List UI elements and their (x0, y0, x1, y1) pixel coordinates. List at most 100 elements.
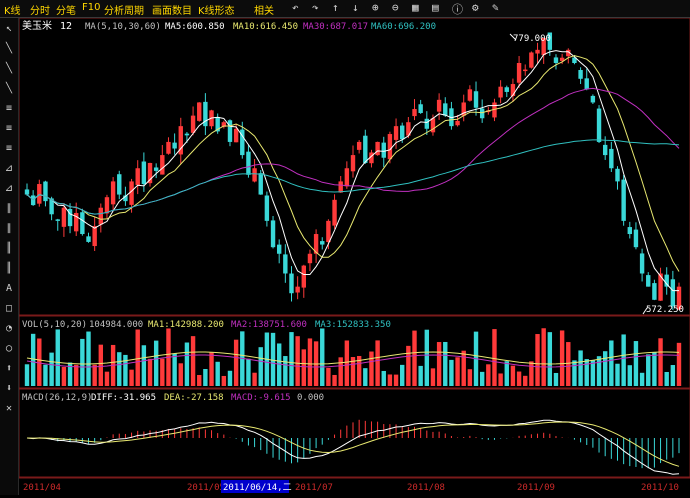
vol-label: VOL(5,10,20) (22, 320, 87, 330)
volume-bar (590, 360, 596, 386)
candle-body (332, 199, 337, 226)
candle-body (443, 103, 448, 116)
fibonacci-tool-icon[interactable]: ≡ (5, 123, 13, 134)
volume-bar (49, 352, 54, 386)
vol-ma2: MA2:138751.600 (231, 320, 307, 330)
volume-bar (350, 357, 356, 386)
date-label-4: 2011/08 (407, 483, 445, 493)
line-tool-icon[interactable]: ╲ (5, 43, 13, 54)
volume-bar (320, 328, 325, 386)
volume-bar (621, 334, 626, 386)
tab-ticks[interactable]: 分笔 (56, 6, 76, 17)
macd-signal-line (26, 421, 680, 467)
candle-body (264, 195, 270, 221)
vol-ma1: MA1:142988.200 (148, 320, 224, 330)
volume-bar (43, 364, 48, 386)
volume-bar (24, 364, 30, 386)
volume-bar (443, 341, 448, 386)
candle-body (535, 49, 540, 54)
candle-body (276, 244, 282, 254)
volume-bar (584, 359, 589, 386)
ellipse-tool-icon[interactable]: ◯ (5, 343, 13, 354)
candle-body (233, 128, 239, 143)
tab-layout[interactable]: 画面数目 (152, 6, 192, 17)
volume-bar (639, 372, 645, 386)
volume-bar (356, 355, 362, 386)
candle-body (129, 181, 134, 205)
volume-bar (461, 350, 466, 386)
candle-body (172, 142, 177, 149)
candle-body (98, 207, 104, 225)
candle-body (473, 91, 479, 108)
delete-tool-icon[interactable]: ✕ (5, 403, 13, 414)
candle-body (590, 95, 596, 103)
volume-bar (160, 358, 165, 386)
tab-related[interactable]: 相关 (254, 6, 274, 17)
fan-tool-icon[interactable]: ⊿ (4, 163, 14, 174)
arc-tool-icon[interactable]: ◔ (5, 323, 13, 334)
volume-bar (363, 368, 368, 386)
volume-bar (523, 375, 528, 386)
chart-icon[interactable]: ▤ (432, 1, 439, 14)
candle-body (80, 212, 85, 235)
volume-bar (135, 329, 140, 386)
vol-ma3: MA3:152833.350 (315, 320, 391, 330)
ray-tool-icon[interactable]: ╲ (5, 63, 13, 74)
gann-tool-icon[interactable]: ⊿ (4, 183, 14, 194)
text-tool-icon[interactable]: A (5, 283, 13, 294)
candle-body (178, 126, 183, 155)
volume-bar (627, 365, 632, 386)
arrow-up-icon[interactable]: ↑ (332, 1, 339, 14)
channel-tool-icon[interactable]: ≡ (5, 103, 13, 114)
cycle-tool-icon[interactable]: ∥ (6, 203, 12, 214)
volume-bar (436, 342, 442, 386)
volume-bar (492, 329, 497, 386)
volume-bar (74, 364, 79, 386)
candle-body (387, 134, 393, 160)
volume-bar (141, 345, 147, 386)
candle-body (203, 101, 208, 127)
rect-tool-icon[interactable]: □ (5, 303, 13, 314)
candle-body (553, 57, 559, 63)
down-arrow-tool-icon[interactable]: ⬇ (5, 383, 13, 394)
candle-body (338, 181, 343, 193)
parallel-tool-icon[interactable]: ≡ (5, 143, 13, 154)
candle-body (615, 168, 620, 182)
back-icon[interactable]: ↶ (292, 1, 299, 14)
forward-icon[interactable]: ↷ (312, 1, 319, 14)
grid-icon[interactable]: ▦ (412, 1, 419, 14)
bars-tool-icon[interactable]: ║ (5, 243, 13, 254)
cursor-tool-icon[interactable]: ↖ (5, 23, 13, 34)
segment-tool-icon[interactable]: ╲ (5, 83, 13, 94)
tab-intraday[interactable]: 分时 (30, 6, 50, 17)
candle-body (381, 142, 386, 158)
tab-f10[interactable]: F10 (82, 2, 101, 13)
candle-body (627, 227, 632, 235)
draw-icon[interactable]: ✎ (492, 1, 499, 14)
volume-bar (479, 371, 485, 386)
macd-panel-frame (18, 388, 690, 478)
tab-kline[interactable]: K线 (4, 6, 21, 17)
tab-period[interactable]: 分析周期 (104, 6, 144, 17)
up-arrow-tool-icon[interactable]: ⬆ (5, 363, 13, 374)
volume-bar (276, 343, 282, 386)
chart-area[interactable]: 美玉米 12 MA(5,10,30,60) MA5:600.850 MA10:6… (18, 17, 690, 495)
period-tool-icon[interactable]: ∥ (6, 223, 12, 234)
tab-pattern[interactable]: K线形态 (198, 6, 235, 17)
arrow-down-icon[interactable]: ↓ (352, 1, 359, 14)
volume-ma-line (26, 351, 680, 365)
date-label-1: 2011/04 (23, 483, 61, 493)
volume-bar (332, 374, 337, 386)
candle-body (572, 57, 577, 63)
candle-body (55, 219, 60, 221)
volume-bar (424, 329, 430, 386)
settings-icon[interactable]: ⚙ (472, 1, 479, 14)
bars2-tool-icon[interactable]: ║ (5, 263, 13, 274)
candle-body (664, 274, 669, 287)
candle-body (24, 189, 30, 195)
ma5-line (26, 50, 679, 292)
zoom-in-icon[interactable]: ⊕ (372, 1, 379, 14)
kline-chart[interactable]: 美玉米 12 MA(5,10,30,60) MA5:600.850 MA10:6… (18, 17, 690, 495)
zoom-out-icon[interactable]: ⊖ (392, 1, 399, 14)
info-icon[interactable]: ⓘ (452, 3, 463, 16)
